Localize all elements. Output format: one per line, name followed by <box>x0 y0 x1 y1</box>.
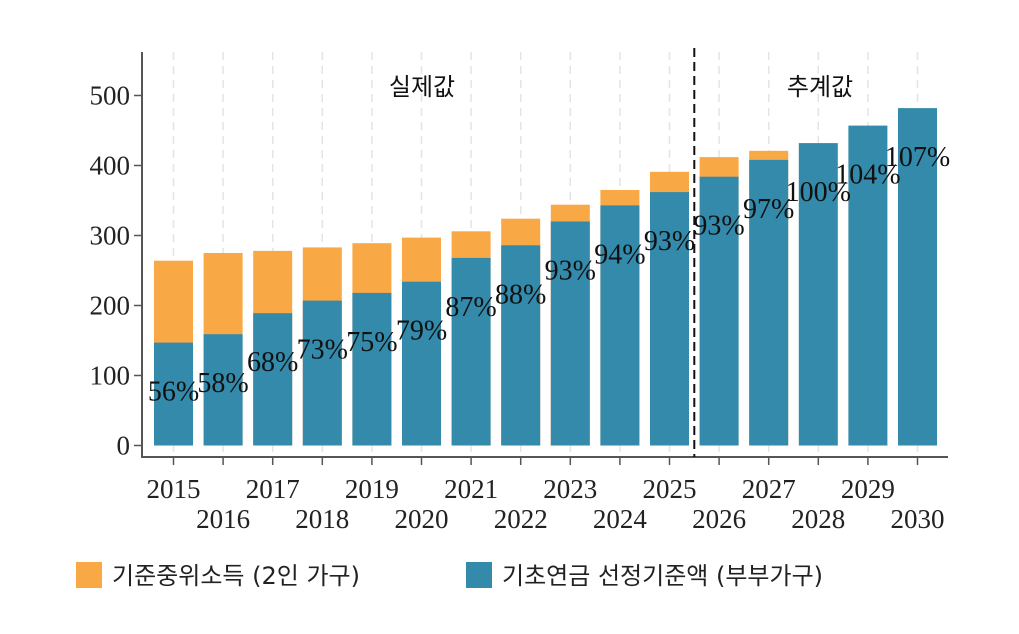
legend-swatch-median-income <box>76 562 102 588</box>
y-tick-label: 0 <box>117 431 131 461</box>
data-labels: 56%58%68%73%75%79%87%88%93%94%93%93%97%1… <box>148 142 950 408</box>
y-tick-label: 300 <box>90 221 131 251</box>
x-tick-label: 2027 <box>742 474 796 504</box>
bar-basic-pension <box>253 313 293 446</box>
bar-basic-pension <box>402 281 441 446</box>
bar-basic-pension <box>203 334 243 446</box>
bar-basic-pension <box>154 342 193 446</box>
x-ticks: 2015201620172018201920202021202220232024… <box>147 457 945 534</box>
data-label: 79% <box>396 316 447 347</box>
x-tick-label: 2020 <box>395 504 449 534</box>
x-tick-label: 2028 <box>791 504 845 534</box>
data-label: 87% <box>445 292 496 323</box>
bar-basic-pension <box>600 205 640 446</box>
data-label: 97% <box>743 194 794 225</box>
data-label: 56% <box>148 377 199 408</box>
bar-basic-pension <box>352 292 392 446</box>
data-label: 94% <box>594 239 645 270</box>
legend-label-median-income: 기준중위소득 (2인 가구) <box>112 562 360 590</box>
x-tick-label: 2026 <box>692 504 746 534</box>
bar-basic-pension <box>501 245 541 446</box>
x-tick-label: 2025 <box>643 474 697 504</box>
bars <box>154 108 937 446</box>
legend-label-basic-pension: 기초연금 선정기준액 (부부가구) <box>502 562 823 590</box>
y-tick-label: 500 <box>90 81 131 111</box>
data-label: 73% <box>297 335 348 366</box>
data-label: 100% <box>786 177 851 208</box>
bar-basic-pension <box>749 159 789 446</box>
bar-basic-pension <box>898 108 937 446</box>
y-tick-label: 400 <box>90 151 131 181</box>
annotation-projected: 추계값 <box>787 73 853 101</box>
x-tick-label: 2029 <box>841 474 895 504</box>
bar-basic-pension <box>451 257 491 446</box>
y-ticks: 0 100 200 300 400 500 <box>90 81 142 461</box>
data-label: 88% <box>495 279 546 310</box>
data-label: 93% <box>545 256 596 287</box>
annotation-actual: 실제값 <box>389 73 455 101</box>
y-tick-label: 100 <box>90 361 131 391</box>
x-tick-label: 2015 <box>147 474 201 504</box>
x-tick-label: 2023 <box>543 474 597 504</box>
bar-basic-pension <box>650 192 689 446</box>
x-tick-label: 2017 <box>246 474 300 504</box>
bar-basic-pension <box>302 300 342 446</box>
bar-basic-pension <box>798 143 838 446</box>
data-label: 93% <box>693 211 744 242</box>
data-label: 107% <box>885 142 950 173</box>
legend-swatch-basic-pension <box>466 562 492 588</box>
x-tick-label: 2018 <box>295 504 349 534</box>
data-label: 104% <box>835 160 900 191</box>
x-tick-label: 2021 <box>444 474 498 504</box>
legend: 기준중위소득 (2인 가구) 기초연금 선정기준액 (부부가구) <box>76 562 823 590</box>
bar-basic-pension <box>699 176 739 446</box>
y-tick-label: 200 <box>90 291 131 321</box>
data-label: 58% <box>197 368 248 399</box>
x-tick-label: 2024 <box>593 504 648 534</box>
bar-basic-pension <box>848 125 888 446</box>
x-tick-label: 2019 <box>345 474 399 504</box>
data-label: 68% <box>247 347 298 378</box>
bar-basic-pension <box>550 221 590 446</box>
x-tick-label: 2022 <box>494 504 548 534</box>
data-label: 75% <box>346 327 397 358</box>
x-tick-label: 2030 <box>891 504 945 534</box>
data-label: 93% <box>644 226 695 257</box>
x-tick-label: 2016 <box>196 504 250 534</box>
